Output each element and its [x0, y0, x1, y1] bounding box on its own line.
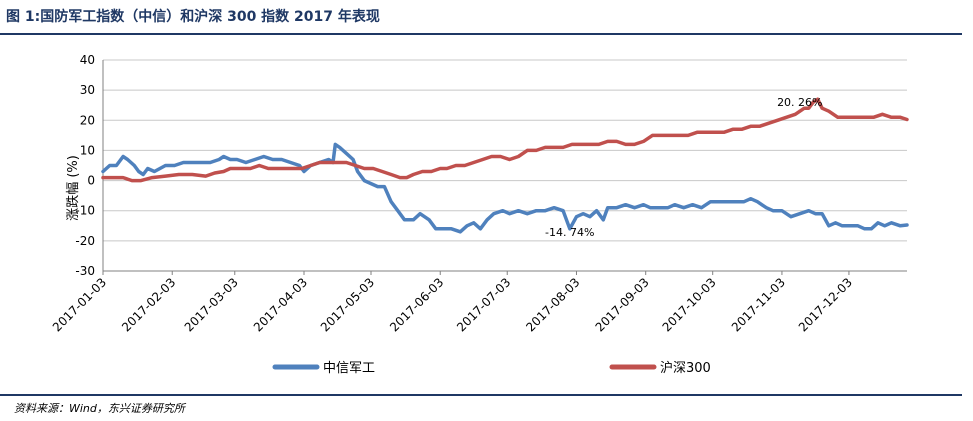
- grid-lines: [103, 59, 907, 272]
- legend-label: 沪深300: [660, 360, 711, 376]
- title-rule: [0, 33, 962, 35]
- x-tick-label: 2017-12-03: [796, 275, 855, 334]
- data-label: -14. 74%: [545, 226, 594, 239]
- chart-title: 图 1:国防军工指数（中信）和沪深 300 指数 2017 年表现: [6, 9, 380, 25]
- y-tick-label: 30: [80, 83, 95, 97]
- x-tick-label: 2017-08-03: [523, 275, 582, 334]
- series-line-hs300: [101, 97, 909, 183]
- y-tick-label: 20: [80, 113, 95, 127]
- x-tick-label: 2017-09-03: [593, 275, 652, 334]
- axes: [102, 60, 907, 275]
- series-line-military: [101, 142, 909, 234]
- x-tick-label: 2017-11-03: [729, 275, 788, 334]
- y-tick-label: -10: [75, 204, 95, 218]
- y-tick-label: 40: [80, 53, 95, 67]
- x-tick-label: 2017-07-03: [454, 275, 513, 334]
- legend: 中信军工 沪深300: [272, 360, 711, 376]
- source-note: 资料来源：Wind，东兴证券研究所: [14, 402, 185, 415]
- x-tick-label: 2017-03-03: [182, 275, 241, 334]
- y-tick-label: 0: [87, 174, 95, 188]
- y-tick-label: -30: [75, 264, 95, 278]
- x-tick-label: 2017-06-03: [387, 275, 446, 334]
- y-tick-label: 10: [80, 143, 95, 157]
- source-rule: [0, 394, 962, 396]
- y-axis-label: 涨跌幅 (%): [65, 155, 81, 221]
- annotations: 20. 26% -14. 74%: [545, 96, 822, 239]
- x-tick-label: 2017-05-03: [318, 275, 377, 334]
- legend-label: 中信军工: [323, 361, 375, 376]
- x-tick-label: 2017-02-03: [119, 275, 178, 334]
- x-tick-label: 2017-01-03: [50, 275, 109, 334]
- x-tick-label: 2017-04-03: [251, 275, 310, 334]
- data-label: 20. 26%: [777, 96, 822, 109]
- x-tick-label: 2017-10-03: [660, 275, 719, 334]
- y-tick-label: -20: [75, 234, 95, 248]
- series-lines: [101, 97, 909, 234]
